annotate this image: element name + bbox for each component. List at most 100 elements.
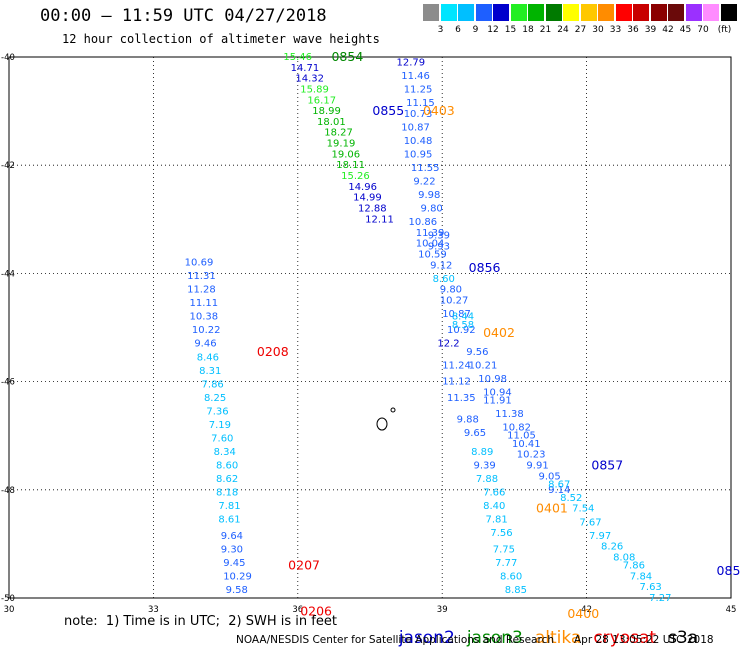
wave-height-value: 9.80 [440,285,462,296]
wave-height-value: 9.05 [538,471,560,482]
satellite-legend: jason2 jason3 altika cryosat s3a [388,608,710,648]
wave-height-value: 9.88 [457,414,479,425]
pass-time-label: 0402 [483,325,515,340]
colorbar-swatch [668,4,684,21]
wave-height-value: 8.61 [218,515,240,526]
colorbar-swatch [685,4,702,21]
wave-height-value: 18.11 [336,160,365,171]
wave-height-value: 7.19 [209,420,231,431]
colorbar-label: 42 [662,25,674,35]
lon-tick-label: 42 [581,605,592,615]
wave-height-value: 7.81 [218,501,240,512]
wave-height-value: 9.22 [413,176,435,187]
wave-height-value: 11.31 [187,271,216,282]
wave-height-value: 10.87 [401,122,430,133]
wave-height-value: 11.46 [401,71,430,82]
lat-tick-label: -42 [1,161,15,171]
wave-height-value: 9.45 [223,558,245,569]
wave-height-value: 15.26 [341,171,370,182]
colorbar-label: 9 [472,25,479,35]
wave-height-value: 10.22 [192,325,221,336]
wave-height-value: 18.99 [312,106,341,117]
grid-lines [9,57,731,598]
colorbar-swatch [440,4,457,21]
wave-height-value: 7.36 [206,406,228,417]
wave-height-value: 9.46 [194,339,216,350]
wave-height-value: 7.66 [483,488,505,499]
wave-height-value: 9.12 [430,260,452,271]
colorbar-swatch [703,4,719,21]
wave-height-value: 12.79 [396,57,425,68]
lat-tick-label: -46 [1,378,15,388]
colorbar-label: 36 [627,25,639,35]
wave-height-value: 10.29 [223,571,252,582]
axis-ticks: 30 33 36 39 42 45 -40 -42 -44 -46 -48 -50 [1,53,736,615]
wave-height-value: 7.86 [623,561,645,572]
wave-height-value: 10.38 [190,312,219,323]
wave-height-value: 14.96 [348,182,377,193]
wave-height-value: 7.86 [202,379,224,390]
wave-height-value: 14.71 [291,63,320,74]
colorbar-swatch [545,4,562,21]
lat-tick-label: -44 [1,269,15,279]
pass-time-label: 0207 [288,558,320,573]
wave-height-value: 11.11 [190,298,219,309]
colorbar-label: 15 [504,25,517,35]
lon-tick-label: 39 [437,605,448,615]
wave-height-value: 8.62 [216,474,238,485]
colorbar-swatch [563,4,579,21]
wave-height-value: 9.56 [466,347,488,358]
map-title: 00:00 – 11:59 UTC 04/27/2018 [40,6,327,26]
wave-height-value: 8.52 [560,493,582,504]
pass-time-label: 0208 [257,344,289,359]
map-frame [8,56,732,599]
wave-height-value: 9.64 [221,531,243,542]
legend-cryosat: cryosat [593,628,657,648]
colorbar-swatch [423,4,439,21]
wave-height-value: 9.39 [473,460,495,471]
wave-height-value: 7.77 [495,558,517,569]
pass-time-label: 0401 [536,501,568,516]
colorbar-label: 3 [437,25,444,35]
altimeter-tracks: 15.4614.7114.3215.8916.1718.9918.0118.27… [185,49,740,621]
wave-height-value: 10.94 [483,387,512,398]
wave-height-value: 7.67 [579,517,601,528]
pass-time-label: 0400 [567,606,599,621]
colorbar-swatch [633,4,649,21]
wave-height-value: 8.58 [452,320,474,331]
wave-height-value: 11.91 [483,396,512,407]
wave-height-value: 9.58 [226,585,248,596]
wave-height-value: 8.25 [204,393,226,404]
wave-height-value: 8.85 [505,585,527,596]
wave-height-value: 8.18 [216,488,238,499]
wave-height-value: 12.11 [365,214,394,225]
units-note: note: 1) Time is in UTC; 2) SWH is in fe… [64,614,337,629]
wave-height-value: 10.98 [478,374,507,385]
pass-time-label: 0403 [423,103,455,118]
wave-height-value: 18.27 [324,128,353,139]
colorbar-label: 24 [557,25,569,35]
legend-altika: altika [534,628,582,648]
wave-height-value: 19.06 [331,149,360,160]
wave-height-value: 10.73 [404,109,433,120]
wave-height-value: 8.40 [483,501,505,512]
wave-height-value: 10.95 [404,149,433,160]
wave-height-value: 15.89 [300,84,329,95]
wave-height-value: 11.15 [406,98,435,109]
legend-s3a: s3a [668,628,699,648]
wave-height-value: 10.27 [440,295,469,306]
wave-height-value: 16.17 [307,95,336,106]
colorbar-swatch [510,4,527,21]
colorbar-label: 33 [609,25,622,35]
wave-height-value: 10.82 [502,423,531,434]
wave-height-value: 11.28 [187,285,216,296]
wave-height-value: 8.89 [471,447,493,458]
wave-height-value: 7.88 [476,474,498,485]
footer: NOAA/NESDIS Center for Satellite Applica… [236,634,714,646]
colorbar-label: 30 [592,25,604,35]
wave-height-value: 14.99 [353,193,382,204]
colorbar-label: 18 [522,25,534,35]
wave-height-value: 10.69 [185,258,214,269]
wave-height-value: 11.55 [411,163,440,174]
colorbar-swatch [580,4,597,21]
